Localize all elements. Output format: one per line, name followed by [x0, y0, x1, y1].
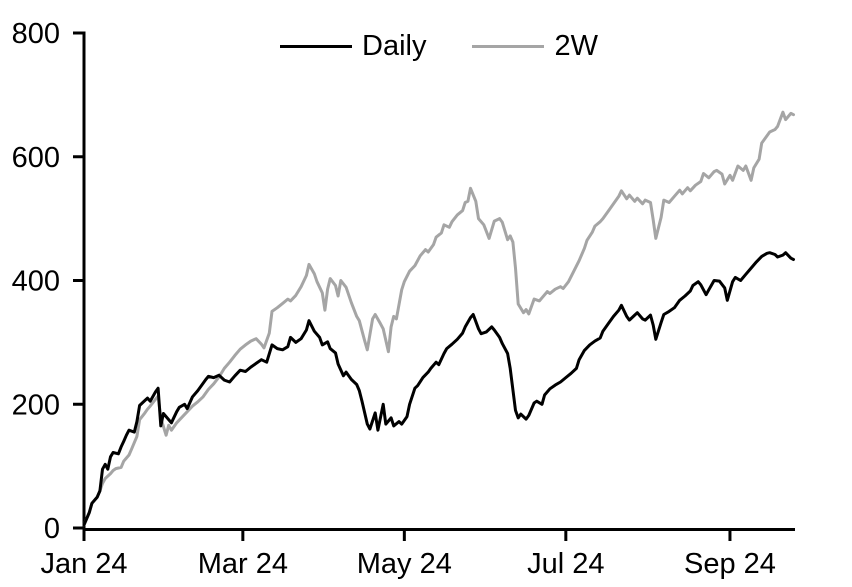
x-tick-label-jan-24: Jan 24	[40, 548, 127, 580]
series-line-2w	[82, 110, 795, 527]
x-tick-label-may-24: May 24	[357, 548, 452, 580]
y-tick-label-200: 200	[12, 389, 60, 421]
y-tick-label-400: 400	[12, 266, 60, 298]
series-line-daily	[82, 251, 795, 527]
x-tick-label-sep-24: Sep 24	[684, 548, 776, 580]
y-tick-label-0: 0	[44, 513, 60, 545]
x-tick-label-mar-24: Mar 24	[198, 548, 288, 580]
y-tick-label-600: 600	[12, 142, 60, 174]
y-tick-label-800: 800	[12, 18, 60, 50]
x-tick-label-jul-24: Jul 24	[527, 548, 604, 580]
